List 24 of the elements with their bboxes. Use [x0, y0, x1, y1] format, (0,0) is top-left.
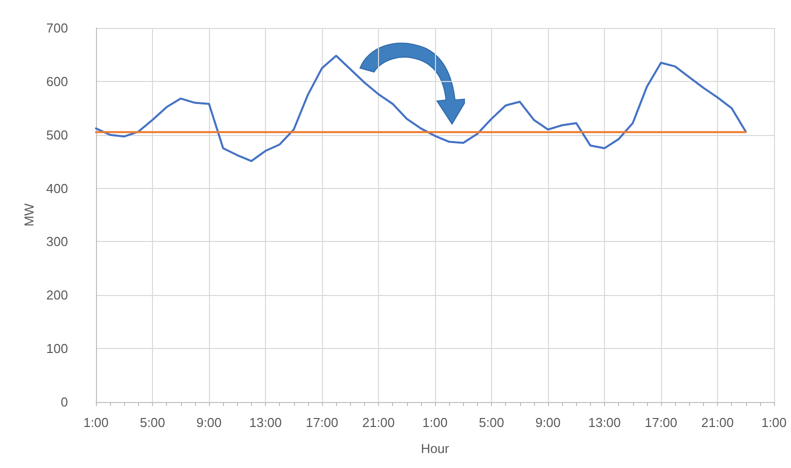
x-tick-label: 5:00 [478, 415, 504, 430]
x-tick-label: 21:00 [701, 415, 734, 430]
x-tick-label: 9:00 [196, 415, 222, 430]
x-tick-label: 9:00 [535, 415, 561, 430]
x-axis-title: Hour [420, 441, 450, 456]
y-axis-title: MW [21, 202, 36, 227]
x-tick-label: 13:00 [249, 415, 282, 430]
y-tick-label: 300 [46, 234, 68, 250]
y-tick-label: 200 [46, 288, 68, 303]
y-tick-label: 400 [46, 180, 68, 196]
x-tick-label: 1:00 [83, 415, 109, 430]
y-tick-label: 500 [46, 127, 68, 142]
y-tick-label: 700 [46, 20, 68, 36]
line-series [95, 54, 747, 162]
x-tick-label: 5:00 [140, 415, 166, 430]
x-tick-label: 13:00 [588, 415, 621, 430]
x-tick-label: 17:00 [306, 415, 338, 430]
x-tick-label: 17:00 [644, 415, 678, 430]
y-tick-label: 0 [60, 394, 68, 410]
y-tick-label: 100 [46, 341, 68, 356]
x-tick-label: 21:00 [362, 415, 395, 430]
x-tick-label: 1:00 [422, 415, 448, 430]
y-tick-label: 600 [46, 74, 68, 89]
x-tick-label: 1:00 [761, 415, 787, 430]
